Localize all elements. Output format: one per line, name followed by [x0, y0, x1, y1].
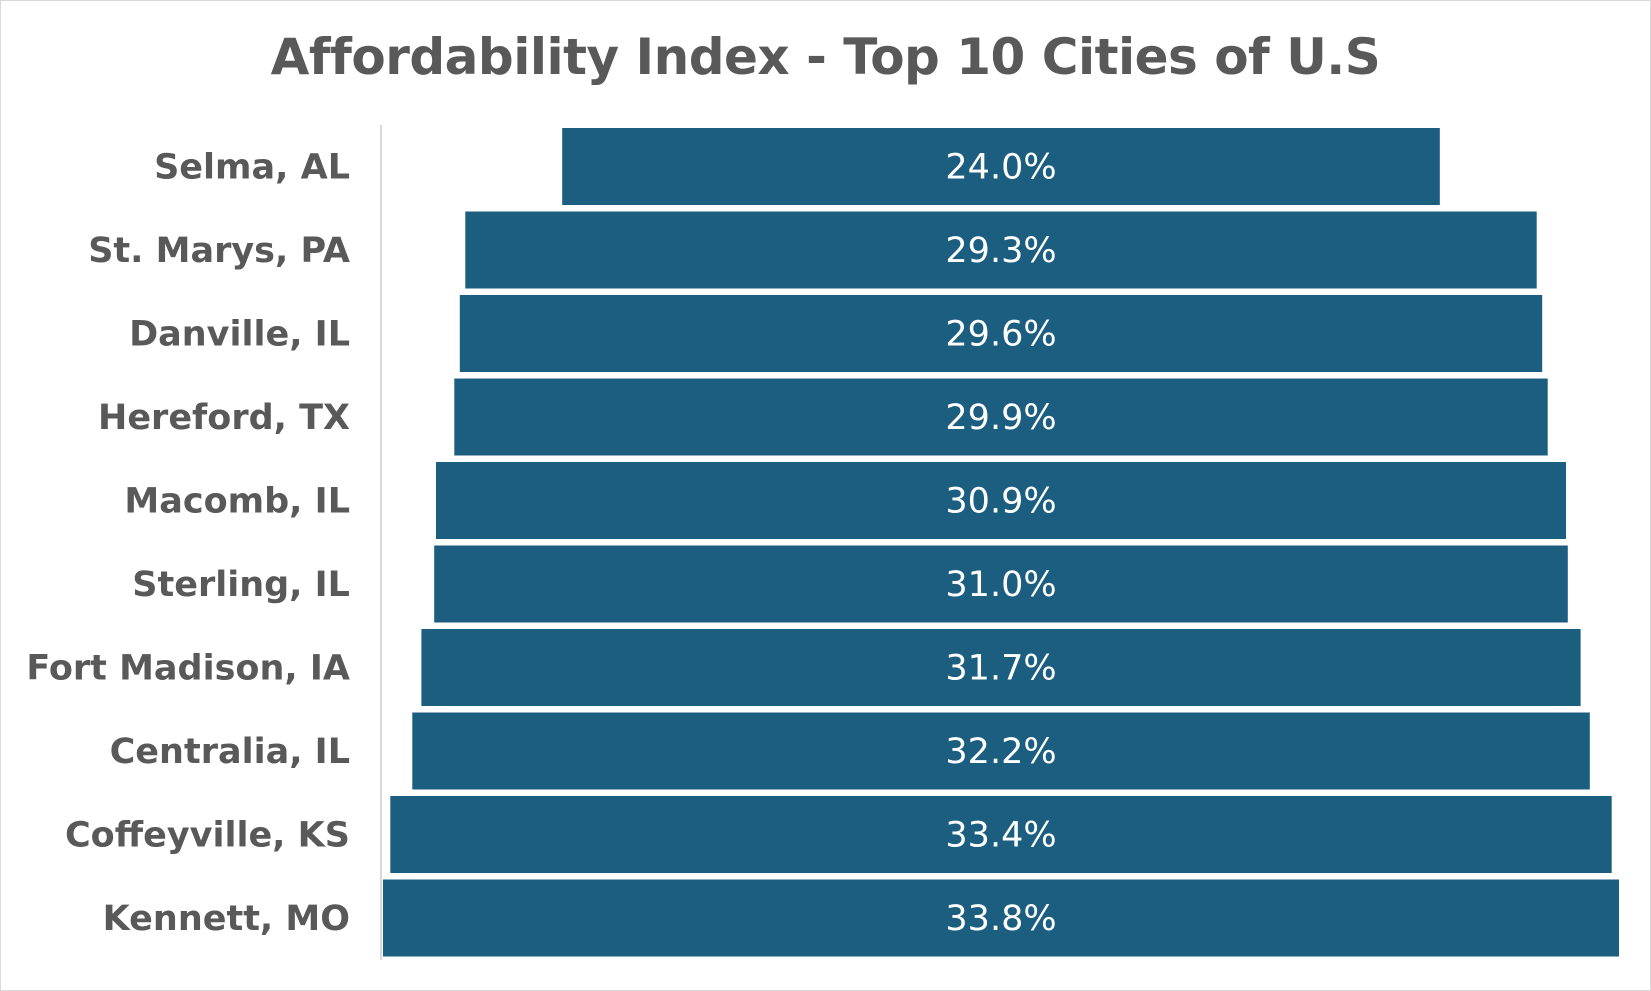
category-label-1: St. Marys, PA [88, 231, 350, 271]
bar-8 [390, 796, 1612, 873]
bar-1 [465, 211, 1537, 289]
category-label-8: Coffeyville, KS [65, 816, 350, 856]
data-label-6: 31.7% [945, 649, 1056, 689]
category-label-7: Centralia, IL [110, 732, 350, 772]
data-label-3: 29.9% [945, 398, 1056, 438]
category-label-0: Selma, AL [154, 148, 350, 188]
category-label-5: Sterling, IL [132, 565, 350, 605]
bar-4 [436, 462, 1566, 539]
category-label-2: Danville, IL [129, 315, 350, 355]
category-label-4: Macomb, IL [124, 482, 350, 522]
data-label-1: 29.3% [945, 231, 1056, 271]
bar-2 [459, 295, 1543, 372]
data-label-0: 24.0% [945, 148, 1056, 188]
bar-3 [454, 378, 1548, 456]
data-label-8: 33.4% [945, 816, 1056, 856]
category-label-9: Kennett, MO [103, 899, 350, 939]
bar-7 [412, 712, 1590, 790]
data-label-7: 32.2% [945, 732, 1056, 772]
bar-0 [562, 128, 1440, 205]
category-label-6: Fort Madison, IA [26, 649, 350, 689]
chart-title: Affordability Index - Top 10 Cities of U… [270, 28, 1381, 86]
bar-6 [421, 629, 1581, 706]
data-label-2: 29.6% [945, 315, 1056, 355]
bar-5 [434, 545, 1568, 623]
bars-layer: 24.0% Selma, AL 29.3% St. Marys, PA 29.6% Dan… [26, 128, 1619, 957]
bar-9 [383, 879, 1619, 957]
data-label-9: 33.8% [945, 899, 1056, 939]
data-label-5: 31.0% [945, 565, 1056, 605]
category-label-3: Hereford, TX [98, 398, 350, 438]
data-label-4: 30.9% [945, 482, 1056, 522]
